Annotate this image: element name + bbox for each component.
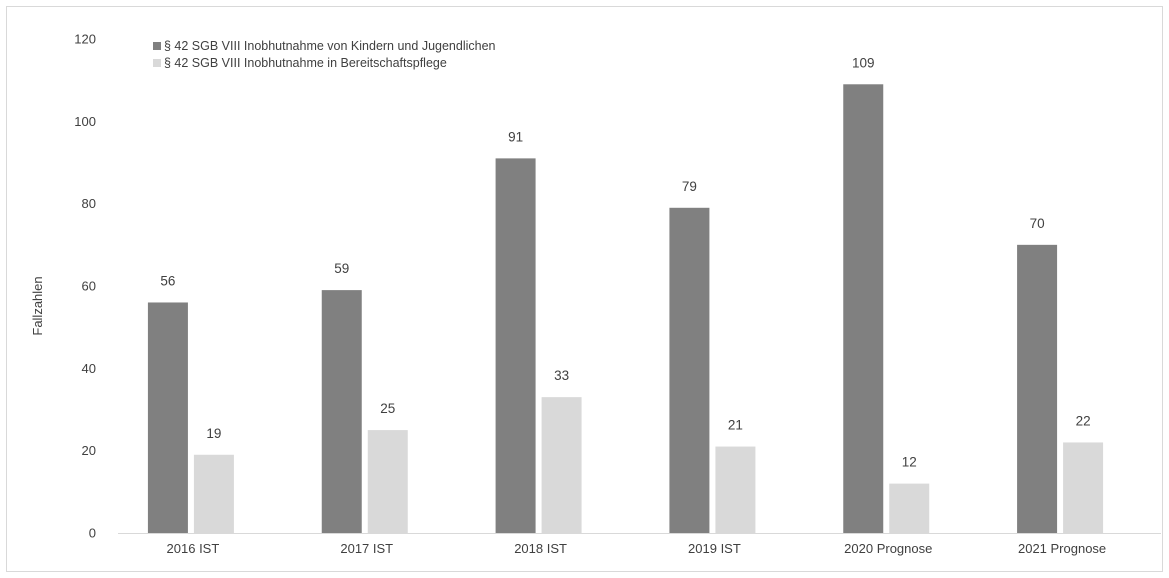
y-axis-title: Fallzahlen bbox=[30, 276, 45, 335]
legend-swatch bbox=[153, 42, 161, 50]
bar-bereitschaftspflege bbox=[1063, 442, 1104, 533]
y-tick-label: 120 bbox=[74, 32, 96, 47]
bar-bereitschaftspflege bbox=[193, 454, 234, 533]
data-label: 70 bbox=[1030, 216, 1045, 231]
data-label: 33 bbox=[554, 368, 569, 383]
y-tick-label: 40 bbox=[82, 361, 96, 376]
bars bbox=[147, 84, 1104, 534]
bar-kinder-jugendliche bbox=[1017, 244, 1058, 534]
y-tick-label: 20 bbox=[82, 443, 96, 458]
legend: § 42 SGB VIII Inobhutnahme von Kindern u… bbox=[153, 39, 496, 70]
data-label: 22 bbox=[1076, 413, 1091, 428]
legend-label: § 42 SGB VIII Inobhutnahme von Kindern u… bbox=[164, 39, 496, 53]
data-label: 91 bbox=[508, 129, 523, 144]
data-labels: 56 19 59 25 91 33 79 21 109 12 70 22 bbox=[160, 55, 1090, 469]
y-tick-label: 60 bbox=[82, 279, 96, 294]
legend-swatch bbox=[153, 59, 161, 67]
bar-bereitschaftspflege bbox=[541, 397, 582, 533]
bar-bereitschaftspflege bbox=[715, 446, 756, 533]
x-tick-label: 2021 Prognose bbox=[1018, 541, 1106, 556]
y-tick-label: 100 bbox=[74, 114, 96, 129]
data-label: 56 bbox=[160, 273, 175, 288]
data-label: 59 bbox=[334, 261, 349, 276]
legend-label: § 42 SGB VIII Inobhutnahme in Bereitscha… bbox=[164, 56, 447, 70]
bar-kinder-jugendliche bbox=[321, 290, 362, 533]
bar-kinder-jugendliche bbox=[495, 158, 536, 533]
chart-frame: 0 20 40 60 80 100 120 2016 IST 2017 IST 2018 IST 2… bbox=[6, 6, 1163, 572]
bar-bereitschaftspflege bbox=[889, 483, 930, 533]
x-tick-label: 2019 IST bbox=[688, 541, 741, 556]
x-tick-label: 2016 IST bbox=[167, 541, 220, 556]
x-tick-label: 2017 IST bbox=[340, 541, 393, 556]
y-tick-label: 0 bbox=[89, 526, 96, 541]
x-tick-label: 2018 IST bbox=[514, 541, 567, 556]
data-label: 12 bbox=[902, 455, 917, 470]
bar-kinder-jugendliche bbox=[843, 84, 884, 534]
data-label: 109 bbox=[852, 55, 875, 70]
data-label: 79 bbox=[682, 179, 697, 194]
bar-bereitschaftspflege bbox=[367, 430, 408, 533]
y-tick-label: 80 bbox=[82, 196, 96, 211]
bar-chart: 0 20 40 60 80 100 120 2016 IST 2017 IST 2018 IST 2… bbox=[30, 32, 1161, 556]
bar-kinder-jugendliche bbox=[669, 207, 710, 534]
data-label: 25 bbox=[380, 401, 395, 416]
bar-kinder-jugendliche bbox=[147, 302, 188, 533]
data-label: 19 bbox=[206, 426, 221, 441]
data-label: 21 bbox=[728, 418, 743, 433]
axes: 0 20 40 60 80 100 120 2016 IST 2017 IST 2018 IST 2… bbox=[74, 32, 1161, 556]
x-tick-label: 2020 Prognose bbox=[844, 541, 932, 556]
